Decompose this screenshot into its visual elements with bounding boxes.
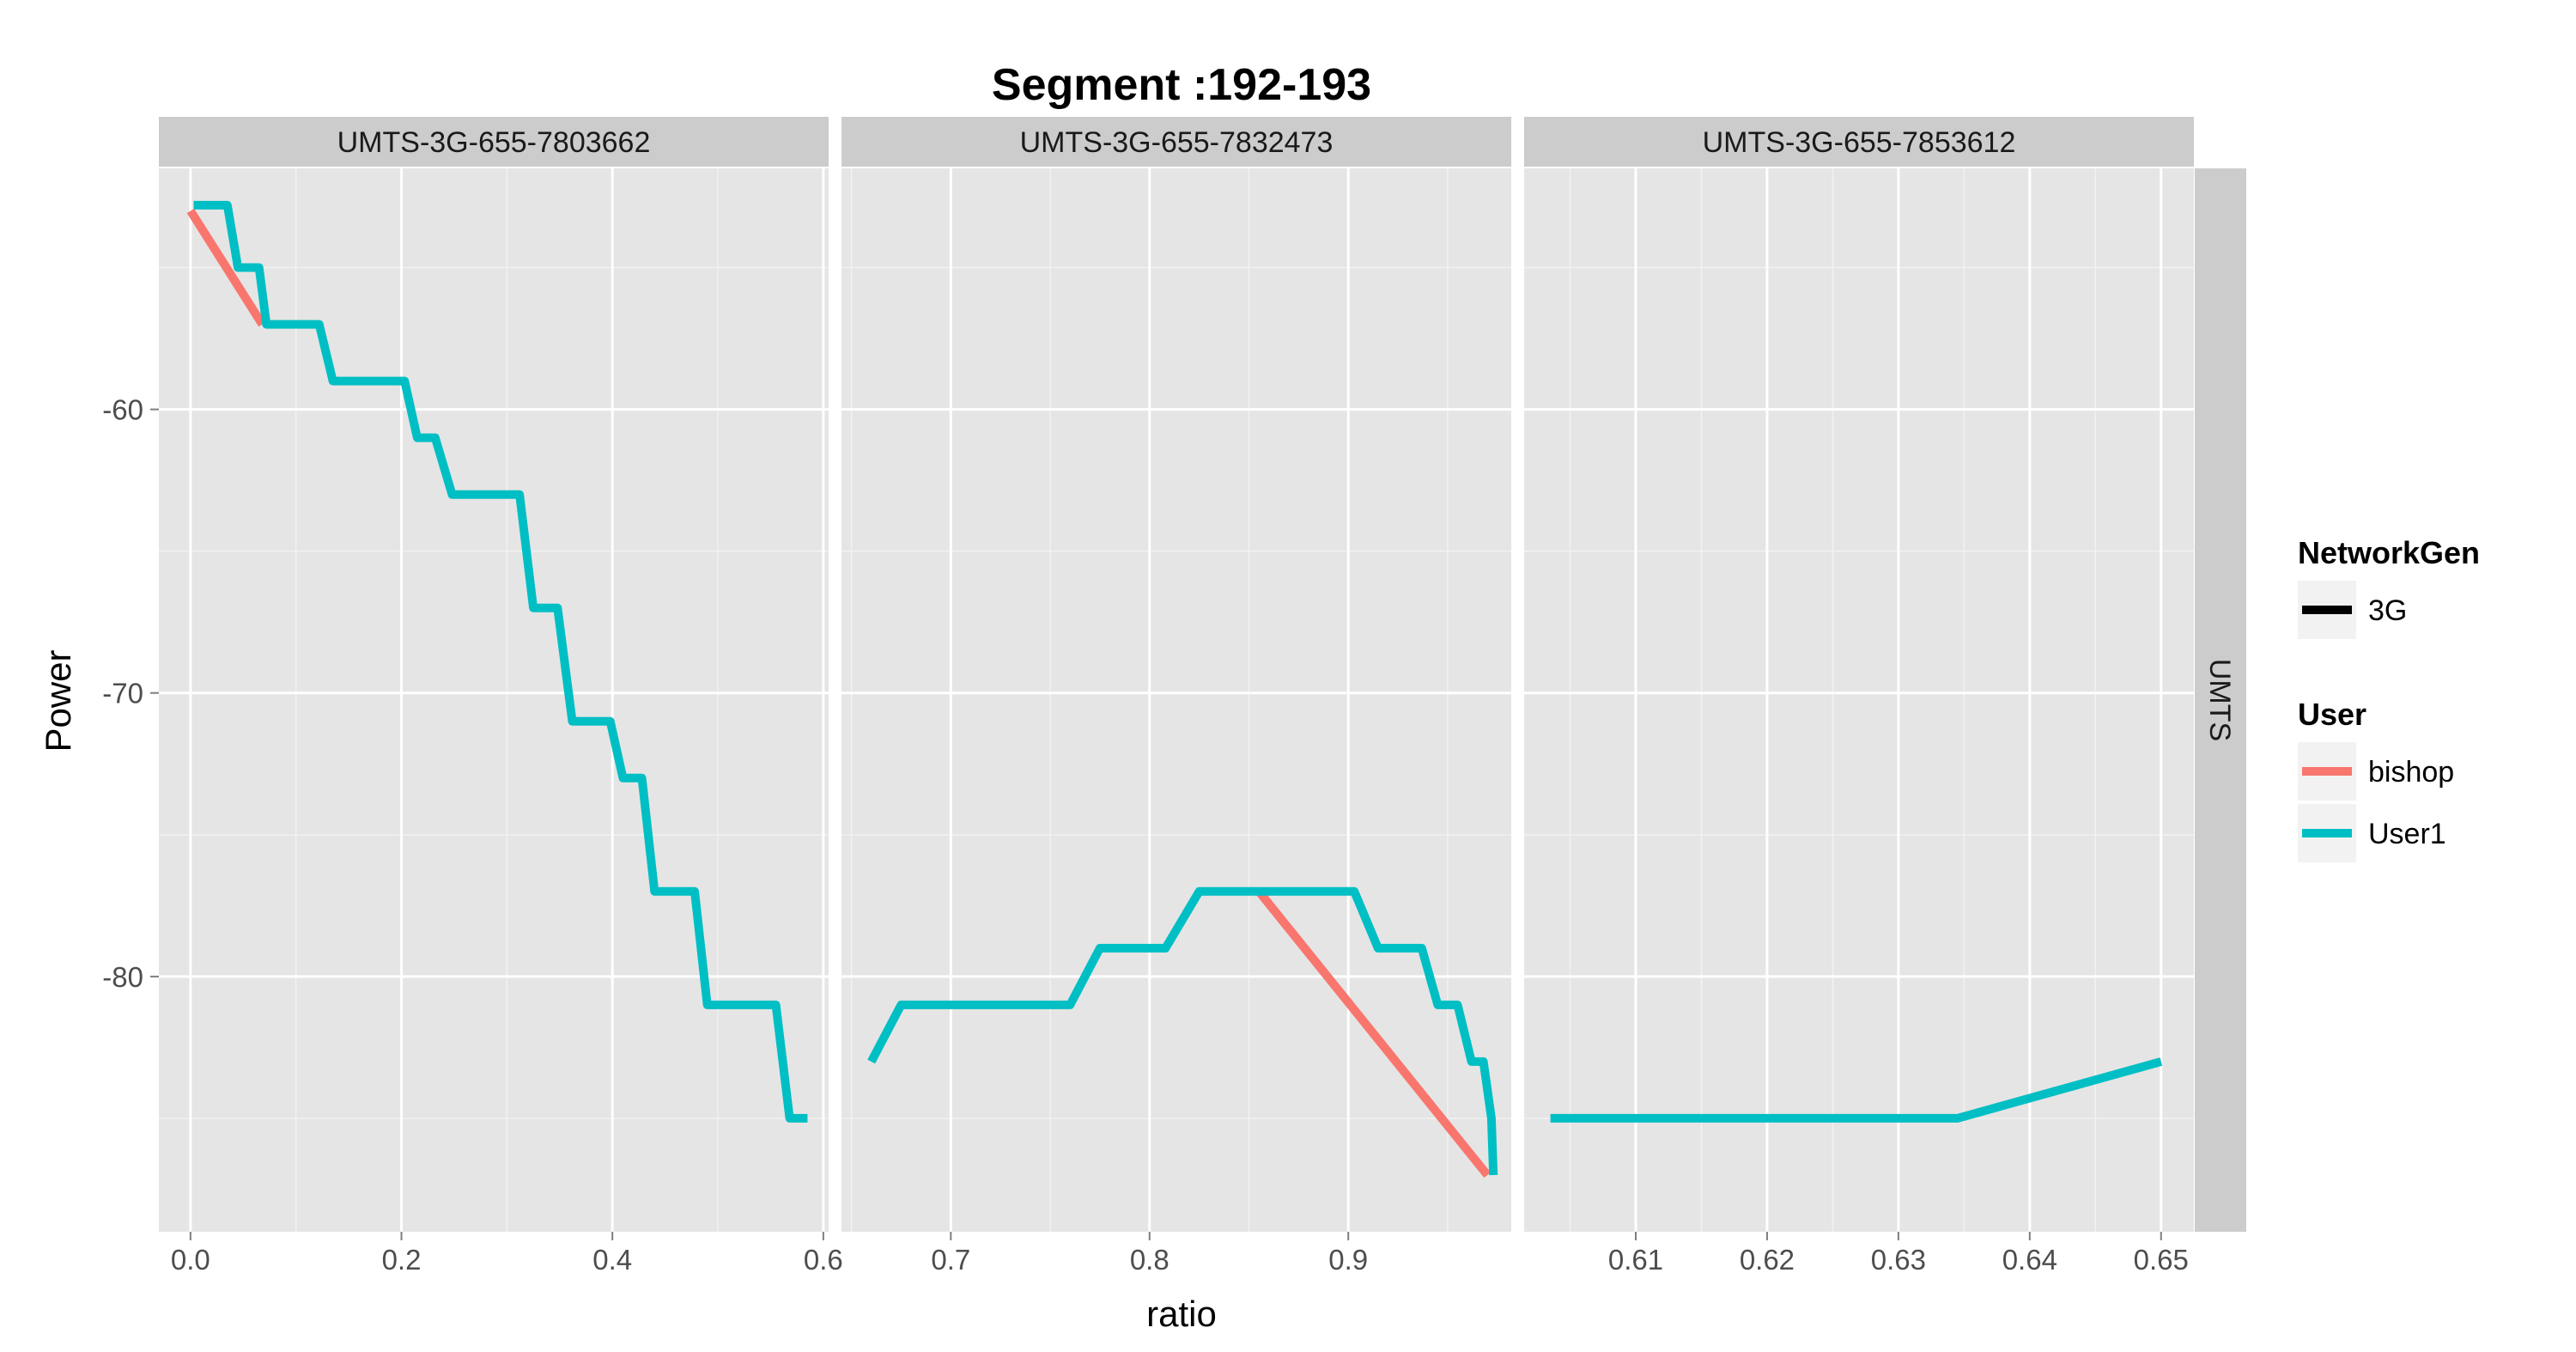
facet-strip-label: UMTS-3G-655-7832473 bbox=[1020, 126, 1334, 159]
x-tick-label: 0.2 bbox=[382, 1244, 422, 1276]
y-tick-label: -60 bbox=[102, 394, 143, 426]
legend-title: NetworkGen bbox=[2298, 535, 2480, 570]
x-tick-label: 0.61 bbox=[1608, 1244, 1663, 1276]
y-axis: -60 -70 -80 bbox=[102, 394, 159, 993]
facet-strip-background bbox=[1524, 117, 2194, 167]
facet-strip-label: UMTS-3G-655-7853612 bbox=[1703, 126, 2016, 159]
x-tick-label: 0.65 bbox=[2134, 1244, 2189, 1276]
facet-strip-label: UMTS-3G-655-7803662 bbox=[337, 126, 651, 159]
x-tick-label: 0.63 bbox=[1871, 1244, 1926, 1276]
series-line-user1 bbox=[193, 200, 808, 1123]
legend-label: User1 bbox=[2368, 818, 2446, 850]
row-strip: UMTS bbox=[2195, 168, 2246, 1232]
facet-panel-1: UMTS-3G-655-7803662 0.0 0.2 0.4 0.6 bbox=[159, 117, 843, 1276]
series-line-bishop bbox=[186, 208, 266, 327]
legend-title: User bbox=[2298, 697, 2366, 732]
y-axis-title: Power bbox=[38, 649, 78, 752]
legend-label: bishop bbox=[2368, 756, 2454, 789]
panel-background bbox=[159, 168, 829, 1232]
panel-background bbox=[1524, 168, 2194, 1232]
x-tick-label: 0.64 bbox=[2002, 1244, 2057, 1276]
series-line-bishop bbox=[1255, 888, 1492, 1178]
x-tick-label: 0.6 bbox=[804, 1244, 843, 1276]
facet-strip-background bbox=[159, 117, 829, 167]
x-tick-label: 0.4 bbox=[592, 1244, 632, 1276]
chart-title: Segment :192-193 bbox=[992, 60, 1371, 110]
facet-panel-2: UMTS-3G-655-7832473 0.7 0.8 0.9 bbox=[841, 117, 1511, 1276]
x-tick-label: 0.0 bbox=[171, 1244, 210, 1276]
series-line-user1 bbox=[1550, 1057, 2163, 1123]
y-tick-label: -80 bbox=[102, 961, 143, 993]
legend-group-networkgen: NetworkGen 3G bbox=[2298, 535, 2480, 639]
row-strip-background bbox=[2195, 168, 2246, 1232]
series-line-user1 bbox=[867, 886, 1498, 1176]
row-strip-label: UMTS bbox=[2203, 659, 2236, 741]
x-axis-title: ratio bbox=[1146, 1294, 1217, 1334]
panel-background bbox=[841, 168, 1511, 1232]
x-tick-label: 0.7 bbox=[931, 1244, 970, 1276]
facet-panel-3: UMTS-3G-655-7853612 0.61 0.62 0.63 0.64 0.65 bbox=[1524, 117, 2194, 1276]
x-tick-label: 0.9 bbox=[1328, 1244, 1368, 1276]
legend-label: 3G bbox=[2368, 594, 2407, 627]
y-tick-label: -70 bbox=[102, 678, 143, 709]
x-tick-label: 0.62 bbox=[1740, 1244, 1795, 1276]
x-tick-label: 0.8 bbox=[1130, 1244, 1170, 1276]
facet-strip-background bbox=[841, 117, 1511, 167]
